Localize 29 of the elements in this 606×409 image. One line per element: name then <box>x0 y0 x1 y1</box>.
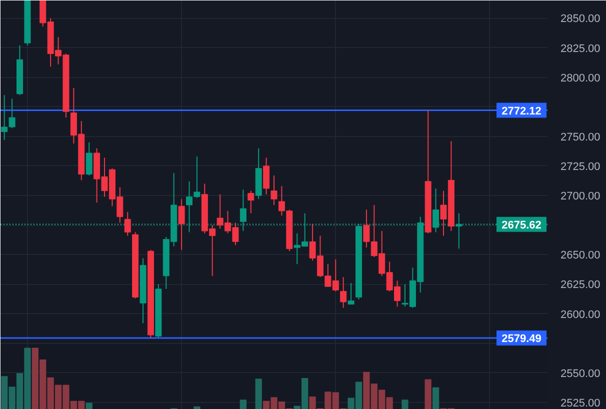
y-tick-label: 2750.00 <box>560 131 600 144</box>
candlestick <box>178 198 185 250</box>
bar <box>432 387 440 409</box>
candlestick <box>263 157 270 195</box>
candlestick <box>348 282 354 305</box>
candlestick <box>124 212 131 236</box>
y-tick-label: 2600.00 <box>560 308 600 321</box>
y-tick-label: 2550.00 <box>560 368 600 380</box>
bar <box>240 400 246 409</box>
y-tick-label: 2800.00 <box>560 72 600 84</box>
y-tick-label: 2825.00 <box>560 42 600 55</box>
y-tick-label: 2725.00 <box>560 160 600 173</box>
candlestick <box>86 142 92 176</box>
candlestick <box>248 190 254 214</box>
y-tick-label: 2700.00 <box>560 190 600 203</box>
bar <box>424 379 432 409</box>
ref-line-label: 2675.62 <box>502 219 542 232</box>
bar <box>255 378 262 409</box>
bar <box>86 402 92 409</box>
y-tick-label: 2650.00 <box>560 250 600 262</box>
y-tick-label: 2625.00 <box>560 279 600 292</box>
y-tick-label: 2850.00 <box>560 13 600 26</box>
candlestick <box>270 174 278 206</box>
ref-line-label: 2772.12 <box>502 105 542 118</box>
y-tick-label: 2525.00 <box>560 397 600 409</box>
bar <box>402 400 408 409</box>
bar <box>194 406 200 409</box>
ref-line-label: 2579.49 <box>502 332 542 345</box>
candlestick <box>340 276 347 308</box>
